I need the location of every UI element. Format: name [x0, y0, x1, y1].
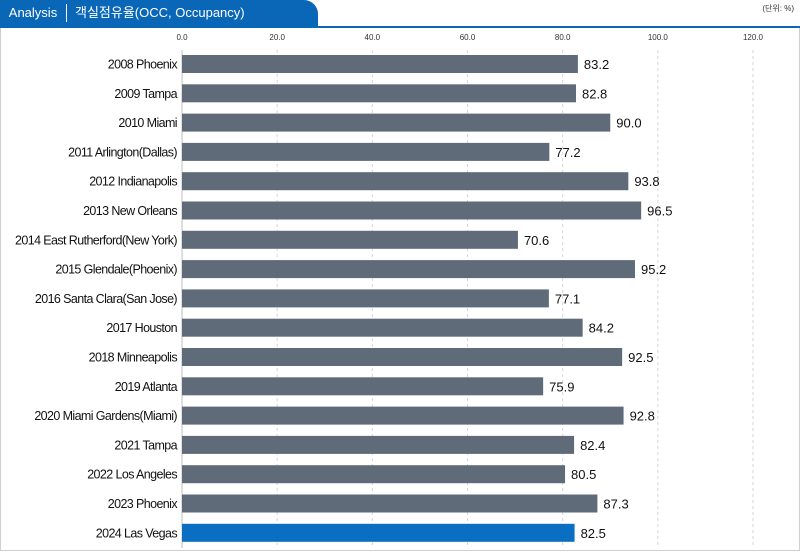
bar: [182, 260, 635, 279]
bar: [182, 55, 578, 73]
category-label: 2019 Atlanta: [115, 380, 178, 394]
chart-header: Analysis 객실점유율(OCC, Occupancy) (단위: %): [0, 0, 800, 28]
category-label: 2017 Houston: [106, 321, 177, 335]
tag-divider: [66, 4, 67, 22]
category-label: 2008 Phoenix: [108, 58, 179, 72]
category-label: 2021 Tampa: [114, 438, 177, 452]
value-label: 77.1: [555, 291, 580, 306]
value-label: 84.2: [589, 321, 614, 336]
bar: [182, 172, 629, 191]
category-label: 2016 Santa Clara(San Jose): [35, 292, 178, 306]
x-tick-label: 100.0: [648, 33, 669, 42]
category-label: 2022 Los Angeles: [87, 468, 177, 482]
category-label: 2013 New Orleans: [83, 204, 177, 218]
x-tick-label: 20.0: [269, 33, 285, 42]
header-underline: [0, 26, 800, 28]
value-label: 80.5: [571, 467, 596, 482]
bar: [182, 406, 624, 425]
bar: [182, 435, 575, 454]
value-label: 82.5: [581, 526, 606, 541]
value-label: 95.2: [641, 262, 666, 277]
bar: [182, 201, 642, 220]
value-label: 90.0: [616, 116, 641, 131]
value-label: 96.5: [647, 204, 672, 219]
bar: [182, 289, 549, 308]
category-label: 2009 Tampa: [114, 87, 177, 101]
category-label: 2014 East Rutherford(New York): [15, 233, 177, 247]
category-label: 2015 Glendale(Phoenix): [55, 263, 177, 277]
bar: [182, 113, 611, 132]
value-label: 82.8: [582, 86, 607, 101]
value-label: 92.5: [628, 350, 653, 365]
header-tab-background: [0, 0, 318, 28]
category-label: 2012 Indianapolis: [89, 175, 177, 189]
bar: [182, 230, 518, 249]
bar: [182, 84, 576, 103]
value-label: 83.2: [584, 57, 609, 72]
bar: [182, 348, 623, 366]
unit-label: (단위: %): [762, 4, 794, 13]
category-label: 2010 Miami: [118, 116, 177, 130]
value-label: 75.9: [549, 379, 574, 394]
category-label: 2023 Phoenix: [108, 497, 179, 511]
value-label: 93.8: [634, 174, 659, 189]
value-label: 82.4: [580, 438, 605, 453]
category-label: 2018 Minneapolis: [89, 351, 178, 365]
value-label: 77.2: [555, 145, 580, 160]
x-tick-label: 0.0: [176, 33, 188, 42]
section-tag: Analysis: [8, 5, 58, 20]
x-tick-label: 40.0: [365, 33, 381, 42]
value-label: 87.3: [603, 497, 628, 512]
bar: [182, 318, 583, 337]
category-label: 2020 Miami Gardens(Miami): [34, 409, 177, 423]
bar: [182, 494, 598, 513]
x-tick-label: 60.0: [460, 33, 476, 42]
bar: [182, 142, 550, 161]
category-label: 2011 Arlington(Dallas): [68, 145, 177, 159]
bar: [182, 377, 544, 396]
value-label: 70.6: [524, 233, 549, 248]
value-label: 92.8: [630, 409, 655, 424]
category-label: 2024 Las Vegas: [96, 526, 178, 540]
chart-title: 객실점유율(OCC, Occupancy): [75, 5, 245, 20]
bar: [182, 523, 575, 542]
bar: [182, 465, 566, 484]
x-tick-label: 80.0: [555, 33, 571, 42]
x-tick-label: 120.0: [743, 33, 764, 42]
